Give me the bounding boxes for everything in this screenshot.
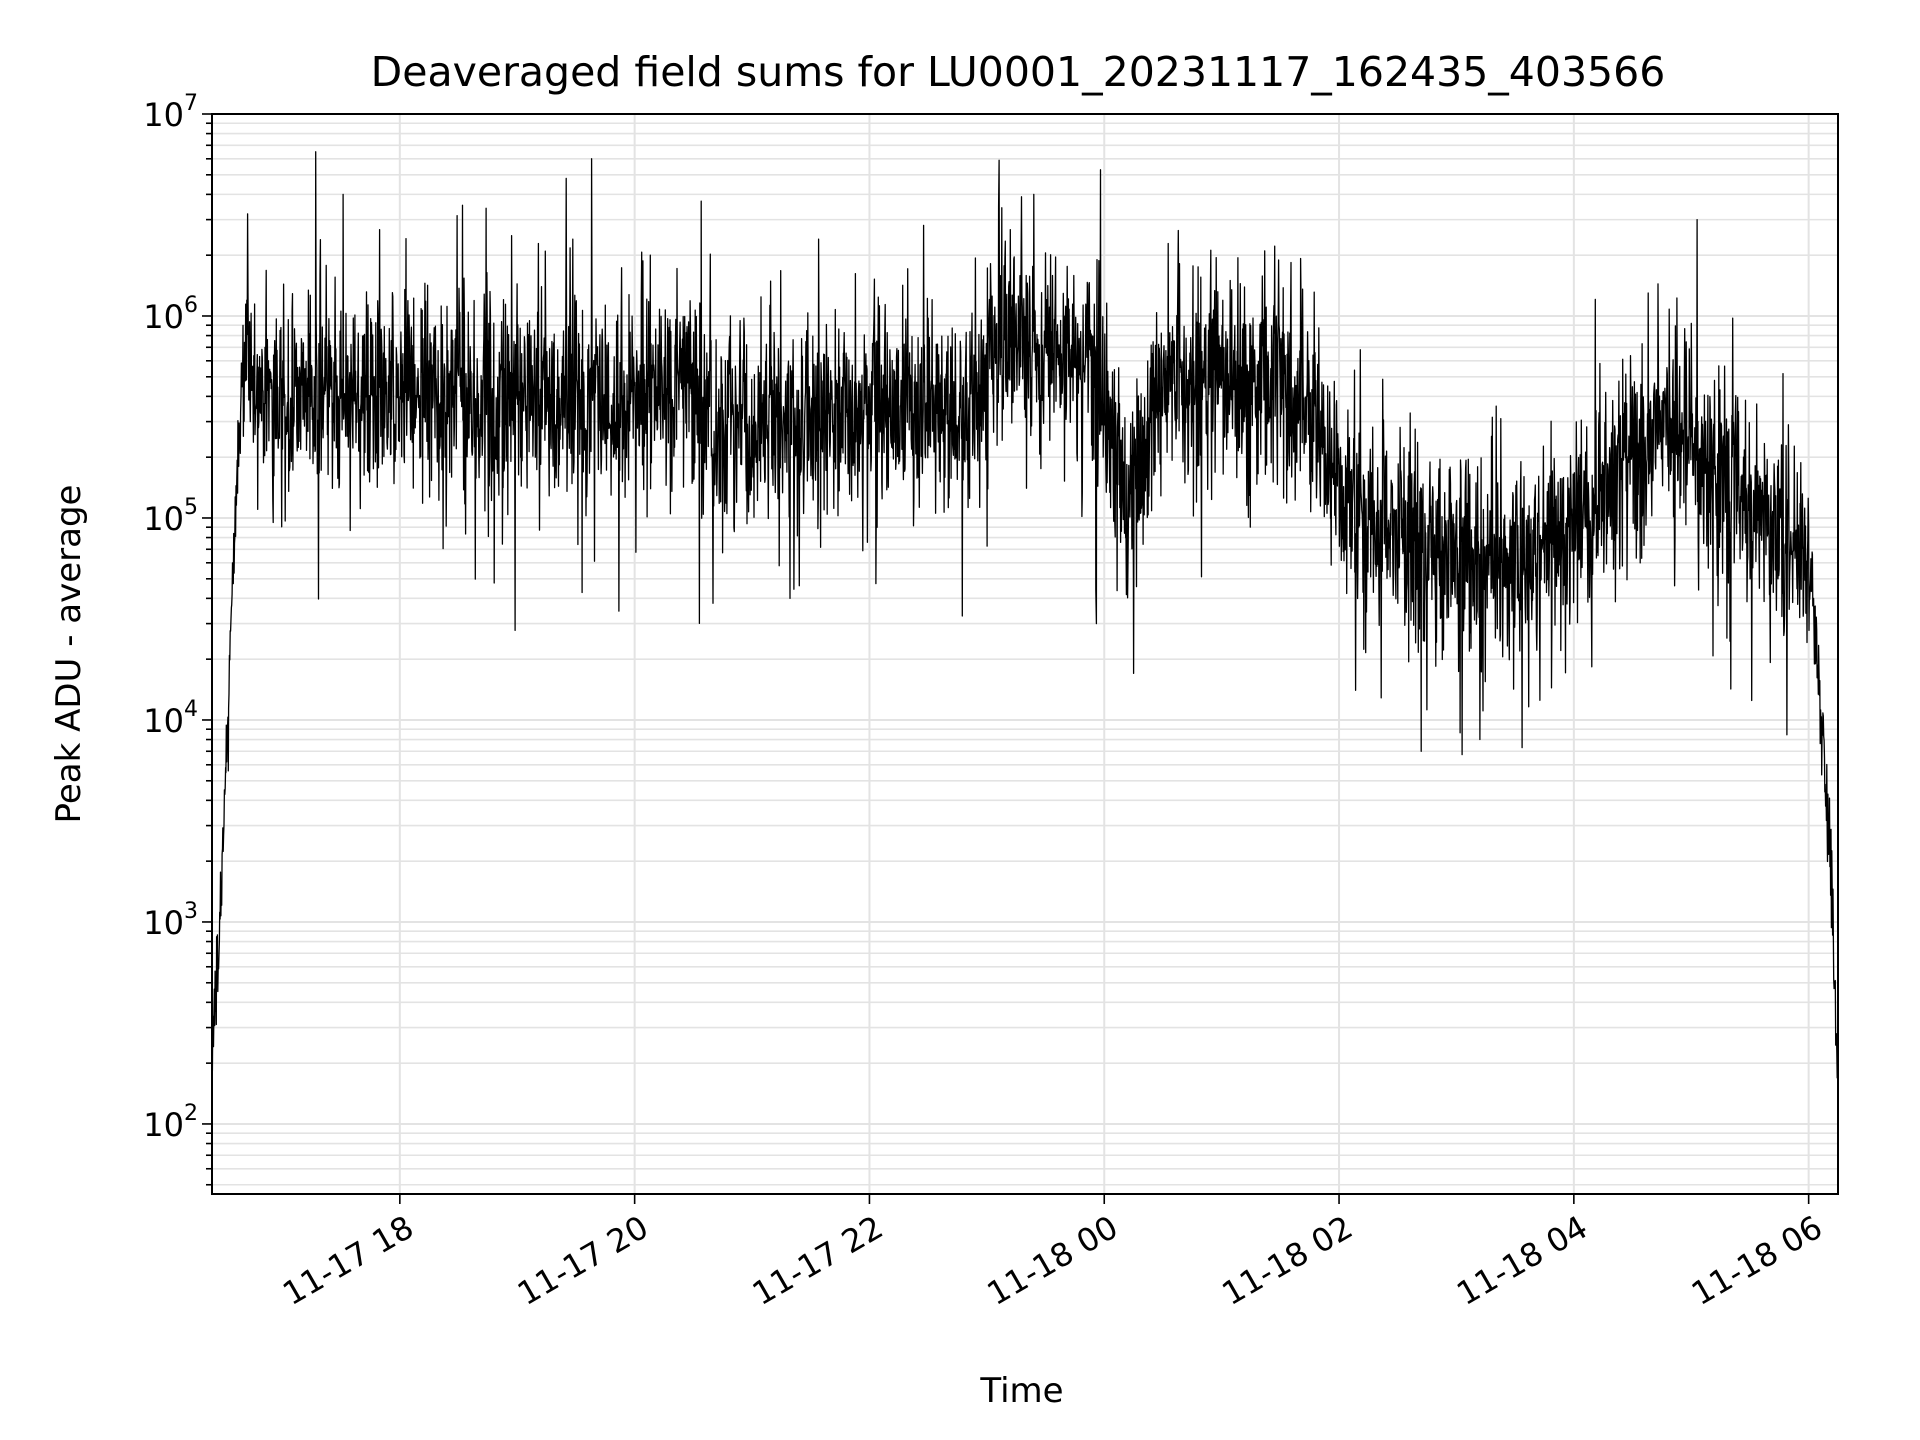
y-tick-label: 106 xyxy=(143,293,198,336)
y-tick-label: 104 xyxy=(143,697,198,740)
y-tick-label: 105 xyxy=(143,495,198,538)
y-tick-label: 102 xyxy=(143,1101,198,1144)
x-axis-label: Time xyxy=(979,1371,1063,1411)
y-tick-label: 107 xyxy=(143,91,198,134)
chart-title: Deaveraged field sums for LU0001_2023111… xyxy=(371,48,1666,96)
y-axis-label: Peak ADU - average xyxy=(49,485,89,824)
series-line-layer xyxy=(211,151,1839,1102)
y-tick-label: 103 xyxy=(143,899,198,942)
y-tick-labels: 102 103 104 105 106 107 xyxy=(143,91,198,1144)
grid xyxy=(212,113,1838,1194)
plot-frame xyxy=(211,113,1839,1195)
series-line xyxy=(211,151,1839,1102)
ticks xyxy=(202,113,1810,1204)
